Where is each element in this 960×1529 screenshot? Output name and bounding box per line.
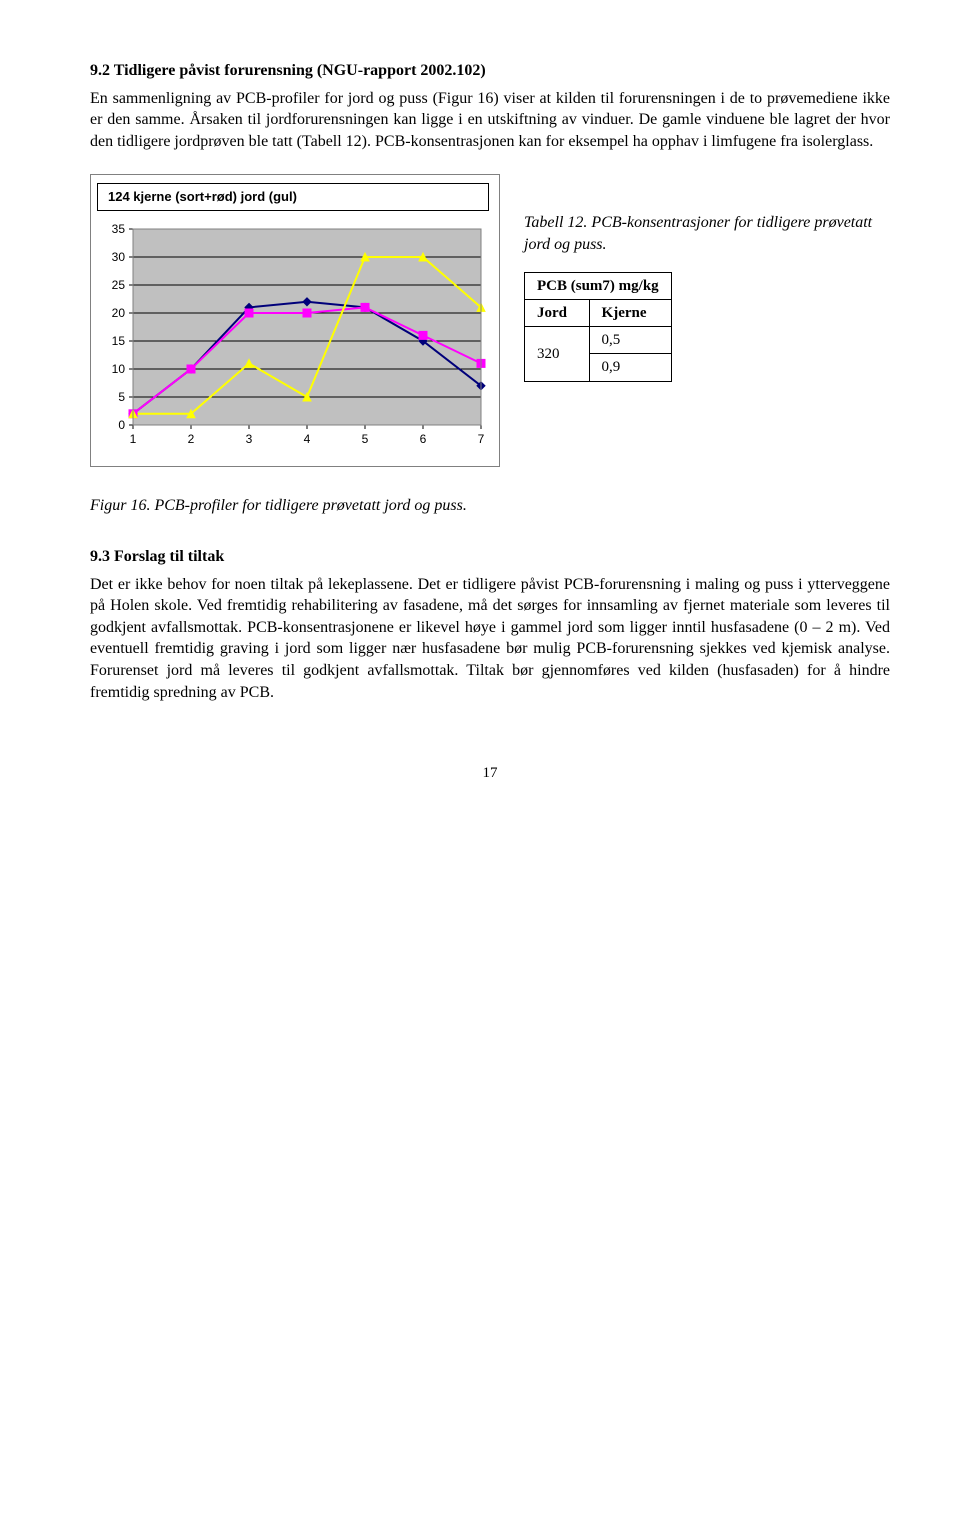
table-column: Tabell 12. PCB-konsentrasjoner for tidli… [524,174,890,381]
svg-text:30: 30 [112,250,126,264]
section-9-3-paragraph: Det er ikke behov for noen tiltak på lek… [90,574,890,704]
svg-text:1: 1 [130,432,137,446]
page-number: 17 [90,763,890,783]
svg-text:7: 7 [478,432,485,446]
svg-text:0: 0 [118,418,125,432]
svg-text:5: 5 [118,390,125,404]
pcb-table-col-jord: Jord [525,299,590,326]
pcb-table-kjerne-value-2: 0,9 [589,354,671,381]
svg-text:10: 10 [112,362,126,376]
pcb-table-col-kjerne: Kjerne [589,299,671,326]
pcb-table-jord-value: 320 [525,327,590,382]
svg-text:4: 4 [304,432,311,446]
line-chart: 0 5 10 15 20 25 30 35 1 2 3 4 5 6 7 [97,221,491,451]
section-heading-9-2: 9.2 Tidligere påvist forurensning (NGU-r… [90,60,890,82]
chart-container: 124 kjerne (sort+rød) jord (gul) 0510152… [90,174,500,466]
svg-text:20: 20 [112,306,126,320]
section-heading-9-3: 9.3 Forslag til tiltak [90,546,890,568]
svg-text:2: 2 [188,432,195,446]
pcb-table-kjerne-value-1: 0,5 [589,327,671,354]
table-12-caption: Tabell 12. PCB-konsentrasjoner for tidli… [524,212,890,255]
svg-text:6: 6 [420,432,427,446]
svg-text:15: 15 [112,334,126,348]
chart-table-row: 124 kjerne (sort+rød) jord (gul) 0510152… [90,174,890,466]
svg-text:5: 5 [362,432,369,446]
svg-text:3: 3 [246,432,253,446]
svg-text:35: 35 [112,222,126,236]
section-9-2-paragraph: En sammenligning av PCB-profiler for jor… [90,88,890,153]
chart-title: 124 kjerne (sort+rød) jord (gul) [97,183,489,211]
pcb-table-header: PCB (sum7) mg/kg [525,272,672,299]
svg-text:25: 25 [112,278,126,292]
figure-16-caption: Figur 16. PCB-profiler for tidligere prø… [90,495,890,517]
pcb-table: PCB (sum7) mg/kg Jord Kjerne 320 0,5 0,9 [524,272,672,382]
